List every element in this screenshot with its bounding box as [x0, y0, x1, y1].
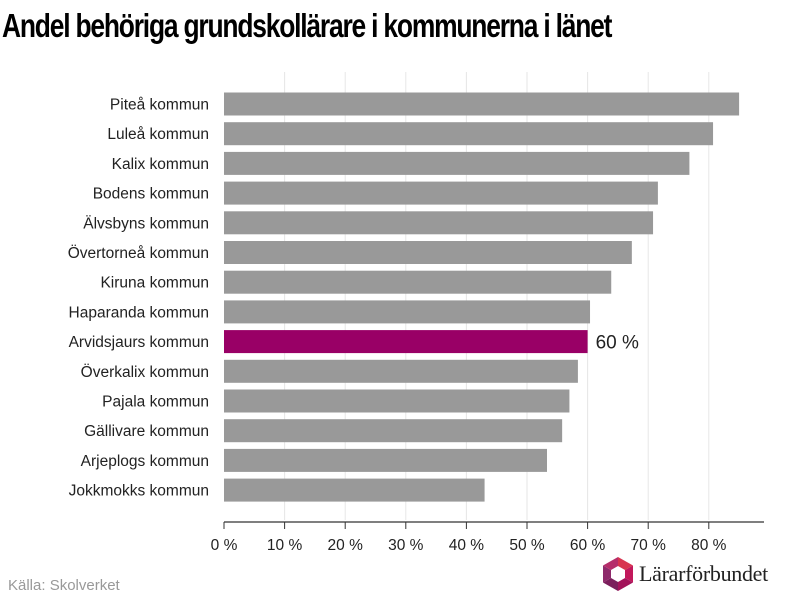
x-axis: 0 % 10 % 20 % 30 % 40 % 50 % 60 % 70 % 80 % [211, 521, 764, 554]
category-labels: Piteå kommun Luleå kommun Kalix kommun Bode… [68, 97, 639, 500]
logo-text: Lärarförbundet [639, 561, 768, 586]
data-label: 60 % [596, 333, 639, 354]
category-label: Älvsbyns kommun [83, 215, 209, 232]
x-tick-label: 80 % [691, 537, 727, 554]
bar [224, 122, 714, 146]
category-label: Kiruna kommun [100, 275, 209, 292]
category-label: Luleå kommun [107, 126, 209, 143]
category-label: Bodens kommun [93, 186, 209, 203]
category-label: Gällivare kommun [84, 423, 209, 440]
bar [224, 478, 485, 502]
category-label: Arjeplogs kommun [81, 453, 209, 470]
category-label: Pajala kommun [102, 394, 209, 411]
category-label: Övertorneå kommun [68, 244, 209, 262]
bar [224, 300, 591, 324]
chart-title: Andel behöriga grundskollärare i kommune… [2, 7, 612, 44]
x-tick-label: 30 % [388, 537, 424, 554]
category-label: Arvidsjaurs kommun [69, 334, 209, 351]
bar [224, 151, 690, 175]
bar [224, 419, 563, 443]
bar [224, 241, 632, 264]
category-label: Jokkmokks kommun [69, 483, 209, 500]
logo-hexagon-icon [603, 557, 633, 591]
grid-lines [284, 72, 710, 520]
bar [224, 448, 547, 472]
bar [224, 92, 740, 116]
bar [224, 389, 570, 413]
category-label: Haparanda kommun [69, 304, 209, 321]
x-tick-label: 40 % [449, 537, 485, 554]
category-label: Kalix kommun [112, 156, 209, 173]
bar [224, 270, 612, 294]
x-tick-label: 20 % [328, 537, 364, 554]
x-tick-label: 70 % [631, 537, 667, 554]
category-label: Piteå kommun [110, 97, 209, 114]
lararforbundet-logo: Lärarförbundet [601, 556, 797, 596]
category-label: Överkalix kommun [81, 363, 209, 381]
bars [224, 92, 740, 502]
x-tick-label: 10 % [267, 537, 303, 554]
x-tick-label: 60 % [570, 537, 606, 554]
x-tick-label: 0 % [211, 537, 238, 554]
bar-highlighted [224, 330, 588, 354]
x-tick-label: 50 % [509, 537, 545, 554]
bar [224, 359, 578, 383]
bar [224, 181, 658, 205]
bar [224, 211, 654, 235]
source-note: Källa: Skolverket [8, 577, 120, 594]
